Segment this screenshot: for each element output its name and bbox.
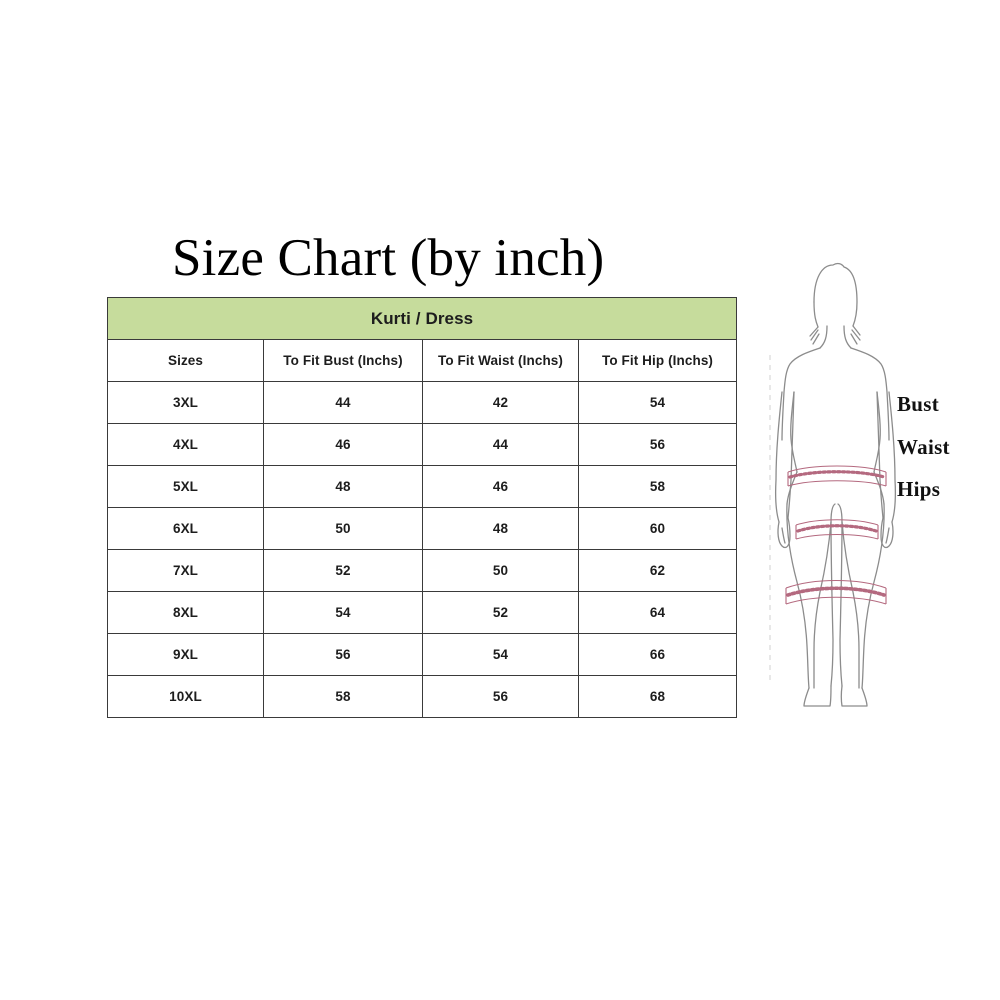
table-row: 6XL 50 48 60 [107, 507, 738, 550]
table-band-row: Kurti / Dress [106, 297, 738, 340]
inner-leg-right [837, 503, 843, 687]
measure-label-bust: Bust [897, 392, 940, 416]
table-row: 10XL 58 56 68 [107, 675, 738, 718]
foot-left [803, 685, 832, 707]
hips-measure-band [785, 580, 887, 605]
head-left-outline [813, 301, 819, 328]
hair-strands-right [850, 325, 861, 345]
table-row: 3XL 44 42 54 [107, 381, 738, 424]
waist-band-dots [796, 524, 878, 533]
cell-hip: 56 [577, 423, 738, 466]
bust-band-top [787, 465, 887, 473]
size-table-container: Kurti / Dress Sizes To Fit Bust (Inchs) … [106, 297, 738, 718]
cell-hip: 64 [577, 591, 738, 634]
cell-waist: 52 [422, 591, 579, 634]
torso-right-outline [850, 347, 890, 441]
leg-left-inner [813, 521, 832, 689]
table-band-label: Kurti / Dress [106, 297, 738, 340]
measure-label-waist: Waist [897, 435, 950, 459]
hand-right-detail [885, 527, 890, 544]
cell-bust: 58 [263, 675, 423, 718]
column-header-bust: To Fit Bust (Inchs) [263, 339, 423, 382]
hips-band-bottom [785, 596, 887, 605]
leg-right-outer [861, 503, 885, 689]
waist-band-ends [795, 525, 879, 539]
cell-size: 3XL [107, 381, 264, 424]
cell-size: 7XL [107, 549, 264, 592]
cell-bust: 46 [263, 423, 423, 466]
hips-band-dots [786, 586, 886, 597]
cell-size: 6XL [107, 507, 264, 550]
cell-waist: 56 [422, 675, 579, 718]
cell-waist: 54 [422, 633, 579, 676]
arm-right-inner [876, 391, 884, 519]
torso-left-outline [781, 347, 821, 441]
cell-bust: 56 [263, 633, 423, 676]
inner-leg-left [830, 503, 836, 687]
cell-size: 10XL [107, 675, 264, 718]
cell-bust: 48 [263, 465, 423, 508]
arm-left-outer [774, 391, 783, 523]
hips-band-top [785, 580, 887, 589]
cell-size: 9XL [107, 633, 264, 676]
cell-bust: 44 [263, 381, 423, 424]
head-outline [813, 262, 858, 327]
hand-left-detail [781, 527, 786, 544]
cell-size: 5XL [107, 465, 264, 508]
waist-measure-band [795, 519, 879, 540]
table-row: 4XL 46 44 56 [107, 423, 738, 466]
leg-right-inner [841, 521, 860, 689]
table-row: 7XL 52 50 62 [107, 549, 738, 592]
hand-right [880, 517, 894, 549]
cell-hip: 58 [577, 465, 738, 508]
cell-bust: 52 [263, 549, 423, 592]
size-chart-table: Kurti / Dress Sizes To Fit Bust (Inchs) … [106, 297, 738, 718]
arm-right-outer [888, 391, 897, 523]
table-row: 5XL 48 46 58 [107, 465, 738, 508]
page-title: Size Chart (by inch) [172, 229, 605, 287]
table-header-row: Sizes To Fit Bust (Inchs) To Fit Waist (… [107, 339, 738, 382]
measure-label-hips: Hips [897, 477, 941, 501]
leg-left-outer [786, 503, 810, 689]
hair-strands-left [809, 326, 820, 345]
bust-measure-band [787, 465, 887, 487]
column-header-sizes: Sizes [107, 339, 264, 382]
neck-left [819, 325, 828, 349]
cell-hip: 68 [577, 675, 738, 718]
female-body-figure-icon [769, 262, 897, 707]
cell-hip: 60 [577, 507, 738, 550]
hand-left [777, 517, 791, 549]
cell-waist: 46 [422, 465, 579, 508]
table-row: 8XL 54 52 64 [107, 591, 738, 634]
foot-right [840, 685, 868, 707]
cell-size: 4XL [107, 423, 264, 466]
body-measurement-illustration: Bust Waist Hips [752, 240, 1000, 726]
cell-waist: 48 [422, 507, 579, 550]
waist-right-outline [873, 391, 881, 473]
cell-waist: 42 [422, 381, 579, 424]
cell-hip: 66 [577, 633, 738, 676]
cell-waist: 44 [422, 423, 579, 466]
waist-band-bottom [795, 533, 879, 540]
column-header-hip: To Fit Hip (Inchs) [577, 339, 738, 382]
bust-band-dots [788, 470, 886, 479]
neck-right [843, 325, 852, 349]
hips-band-ends [785, 588, 887, 604]
cell-size: 8XL [107, 591, 264, 634]
cell-bust: 54 [263, 591, 423, 634]
cell-hip: 54 [577, 381, 738, 424]
bust-band-bottom [787, 480, 887, 487]
cell-hip: 62 [577, 549, 738, 592]
waist-band-top [795, 519, 879, 526]
arm-left-inner [787, 391, 795, 519]
cell-waist: 50 [422, 549, 579, 592]
waist-left-outline [790, 391, 798, 473]
table-row: 9XL 56 54 66 [107, 633, 738, 676]
column-header-waist: To Fit Waist (Inchs) [422, 339, 579, 382]
cell-bust: 50 [263, 507, 423, 550]
bust-band-ends [787, 472, 887, 486]
